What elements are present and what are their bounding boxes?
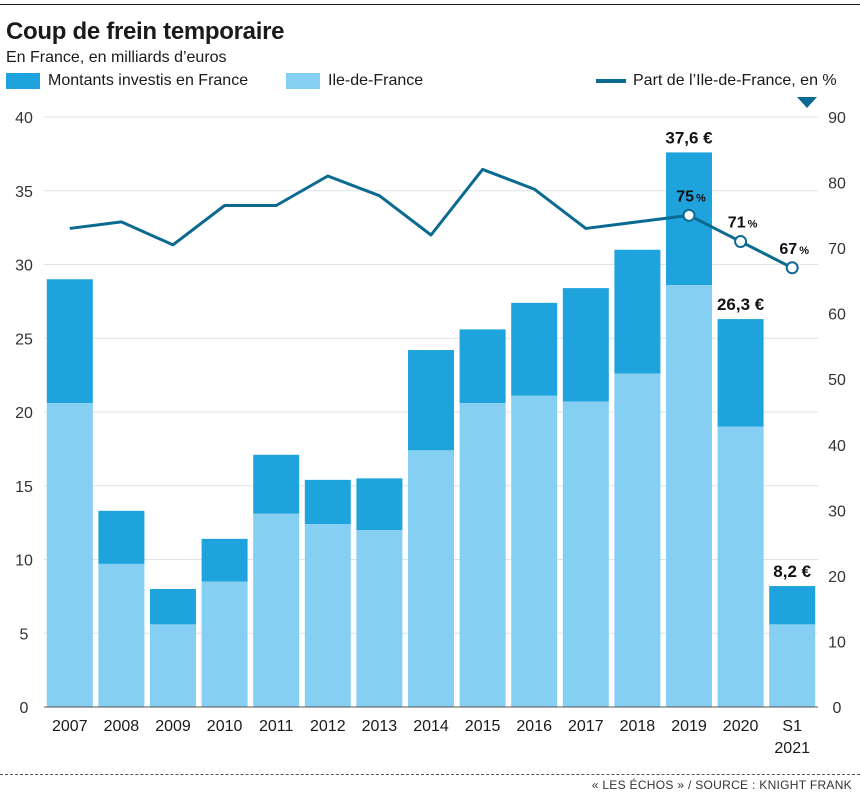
legend-swatch-share bbox=[596, 79, 626, 83]
legend-item-idf: Ile-de-France bbox=[286, 72, 423, 90]
bar-idf bbox=[459, 403, 506, 707]
right-tick-label: 30 bbox=[828, 503, 846, 520]
bar-total bbox=[408, 350, 454, 451]
bar-idf bbox=[562, 401, 609, 707]
right-tick-label: 40 bbox=[828, 438, 846, 455]
x-tick-label: 2020 bbox=[723, 718, 759, 735]
right-tick-label: 70 bbox=[828, 241, 846, 258]
left-tick-label: 40 bbox=[15, 110, 33, 127]
legend: Montants investis en France Ile-de-Franc… bbox=[0, 72, 860, 94]
footer-rule bbox=[0, 774, 860, 775]
bar-idf bbox=[304, 524, 351, 707]
x-tick-label: 2010 bbox=[207, 718, 243, 735]
bar-total bbox=[46, 279, 93, 404]
bar-total bbox=[717, 319, 764, 427]
share-value-label: 71% bbox=[728, 215, 758, 232]
x-tick-label: 2007 bbox=[52, 718, 88, 735]
share-value-number: 71 bbox=[728, 215, 746, 232]
left-tick-label: 0 bbox=[20, 700, 29, 717]
bar-idf bbox=[769, 624, 816, 707]
legend-swatch-total bbox=[6, 73, 40, 89]
bar-idf bbox=[356, 530, 403, 707]
x-tick-label: 2011 bbox=[259, 718, 294, 735]
bar-idf bbox=[511, 395, 558, 707]
bar-total bbox=[562, 288, 609, 402]
bar-value-label: 8,2 € bbox=[773, 562, 811, 581]
chart-title: Coup de frein temporaire bbox=[6, 18, 285, 45]
bar-total bbox=[459, 329, 506, 404]
bar-total bbox=[253, 454, 300, 514]
bar-total bbox=[614, 249, 661, 374]
x-tick-label: 2014 bbox=[413, 718, 449, 735]
right-tick-label: 20 bbox=[828, 569, 846, 586]
bar-idf bbox=[614, 373, 661, 707]
bar-total bbox=[304, 479, 351, 525]
bar-value-label: 26,3 € bbox=[717, 295, 765, 314]
x-tick-label: S1 bbox=[782, 718, 802, 735]
bar-total bbox=[98, 510, 145, 564]
bar-total bbox=[769, 586, 816, 625]
legend-swatch-idf bbox=[286, 73, 320, 89]
share-value-label: 67% bbox=[779, 241, 809, 258]
x-tick-label: 2009 bbox=[155, 718, 191, 735]
bar-idf bbox=[253, 513, 300, 707]
left-tick-label: 35 bbox=[15, 184, 33, 201]
bar-idf bbox=[150, 624, 196, 707]
left-tick-label: 25 bbox=[15, 331, 33, 348]
bar-total bbox=[356, 478, 403, 530]
share-value-number: 67 bbox=[779, 241, 797, 258]
source-note: « LES ÉCHOS » / SOURCE : KNIGHT FRANK bbox=[591, 778, 852, 792]
share-value-unit: % bbox=[799, 245, 809, 257]
x-tick-label: 2018 bbox=[620, 718, 656, 735]
share-value-number: 75 bbox=[676, 188, 694, 205]
left-tick-label: 20 bbox=[15, 405, 33, 422]
bar-total bbox=[201, 538, 248, 582]
bar-total bbox=[511, 302, 558, 396]
share-value-unit: % bbox=[748, 219, 758, 231]
x-tick-label: 2016 bbox=[516, 718, 552, 735]
left-tick-label: 30 bbox=[15, 258, 33, 275]
legend-item-total: Montants investis en France bbox=[6, 72, 248, 90]
x-tick-label: 2015 bbox=[465, 718, 501, 735]
bar-idf bbox=[201, 581, 248, 707]
share-point-marker bbox=[785, 261, 799, 275]
right-tick-label: 10 bbox=[828, 634, 846, 651]
right-tick-label: 50 bbox=[828, 372, 846, 389]
legend-label-idf: Ile-de-France bbox=[328, 72, 424, 89]
legend-label-share: Part de l’Ile-de-France, en % bbox=[633, 72, 837, 89]
chart-subtitle: En France, en milliards d’euros bbox=[6, 49, 227, 66]
bar-idf bbox=[666, 285, 712, 707]
share-value-label: 75% bbox=[676, 188, 706, 205]
top-rule bbox=[0, 4, 860, 5]
right-axis-marker bbox=[797, 97, 817, 108]
x-tick-label: 2013 bbox=[362, 718, 398, 735]
x-tick-label: 2021 bbox=[774, 740, 810, 757]
x-tick-label: 2008 bbox=[104, 718, 140, 735]
x-tick-label: 2012 bbox=[310, 718, 346, 735]
left-tick-label: 15 bbox=[15, 479, 33, 496]
share-line bbox=[69, 167, 793, 270]
share-point-marker bbox=[734, 235, 748, 249]
x-tick-label: 2019 bbox=[671, 718, 707, 735]
bar-idf bbox=[717, 426, 764, 707]
right-tick-label: 80 bbox=[828, 176, 846, 193]
bar-idf bbox=[46, 403, 93, 707]
right-tick-label: 90 bbox=[828, 110, 846, 127]
right-tick-label: 60 bbox=[828, 307, 846, 324]
share-point-marker bbox=[682, 208, 696, 222]
x-tick-label: 2017 bbox=[568, 718, 604, 735]
bar-idf bbox=[408, 450, 454, 707]
right-tick-label: 0 bbox=[833, 700, 842, 717]
bar-idf bbox=[98, 563, 145, 707]
legend-label-total: Montants investis en France bbox=[48, 72, 249, 89]
left-tick-label: 5 bbox=[20, 626, 29, 643]
left-tick-label: 10 bbox=[15, 553, 33, 570]
share-value-unit: % bbox=[696, 192, 706, 204]
bar-total bbox=[150, 589, 196, 625]
bar-value-label: 37,6 € bbox=[665, 128, 713, 147]
legend-item-share: Part de l’Ile-de-France, en % bbox=[596, 72, 837, 90]
